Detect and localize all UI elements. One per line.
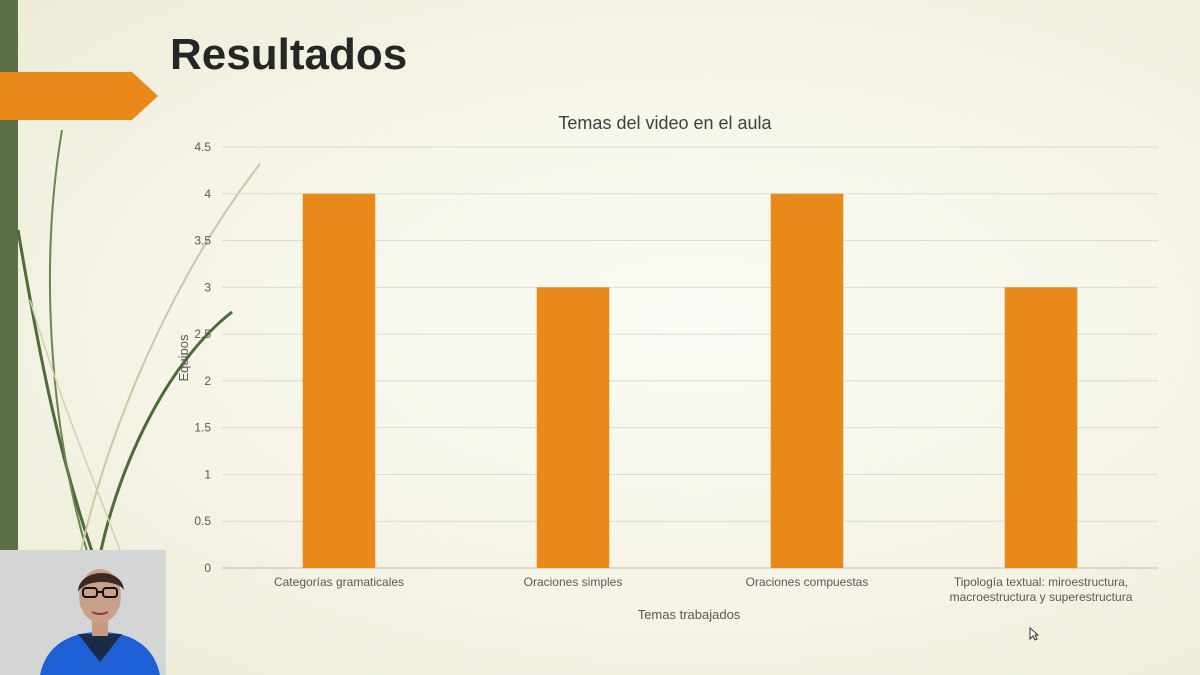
y-tick-label: 4 xyxy=(204,187,211,201)
chart-title: Temas del video en el aula xyxy=(558,113,772,133)
x-tick-label-line: Oraciones simples xyxy=(524,575,623,589)
slide-title: Resultados xyxy=(170,30,408,79)
y-tick-label: 4.5 xyxy=(194,140,211,154)
x-tick-label-line: Oraciones compuestas xyxy=(746,575,869,589)
orange-arrow-banner xyxy=(0,72,158,120)
person-video-feed-icon xyxy=(0,550,166,675)
y-tick-label: 3.5 xyxy=(194,234,211,248)
grass-decoration-icon xyxy=(16,129,260,561)
x-tick-label: Tipología textual: miroestructura, macroe… xyxy=(950,575,1133,604)
mouse-cursor-icon xyxy=(1029,627,1039,641)
y-axis-label: Equipos xyxy=(176,334,191,381)
bar xyxy=(536,287,610,568)
bar xyxy=(770,193,844,568)
presenter-webcam xyxy=(0,550,166,675)
bar xyxy=(1004,287,1078,568)
y-tick-label: 0.5 xyxy=(194,514,211,528)
y-tick-label: 1.5 xyxy=(194,421,211,435)
x-tick-label: Oraciones compuestas xyxy=(746,575,869,589)
y-tick-label: 0 xyxy=(204,561,211,575)
x-tick-label-line: macroestructura y superestructura xyxy=(950,590,1133,604)
y-tick-label: 2.5 xyxy=(194,327,211,341)
y-tick-label: 3 xyxy=(204,280,211,294)
y-tick-label: 1 xyxy=(204,467,211,481)
bar xyxy=(302,193,376,568)
sidebar-accent-bar xyxy=(0,0,18,675)
x-tick-label-line: Categorías gramaticales xyxy=(274,575,404,589)
y-tick-label: 2 xyxy=(204,374,211,388)
x-tick-label: Categorías gramaticales xyxy=(274,575,404,589)
x-tick-label: Oraciones simples xyxy=(524,575,623,589)
x-axis-label: Temas trabajados xyxy=(638,607,741,622)
x-tick-label-line: Tipología textual: miroestructura, xyxy=(954,575,1128,589)
